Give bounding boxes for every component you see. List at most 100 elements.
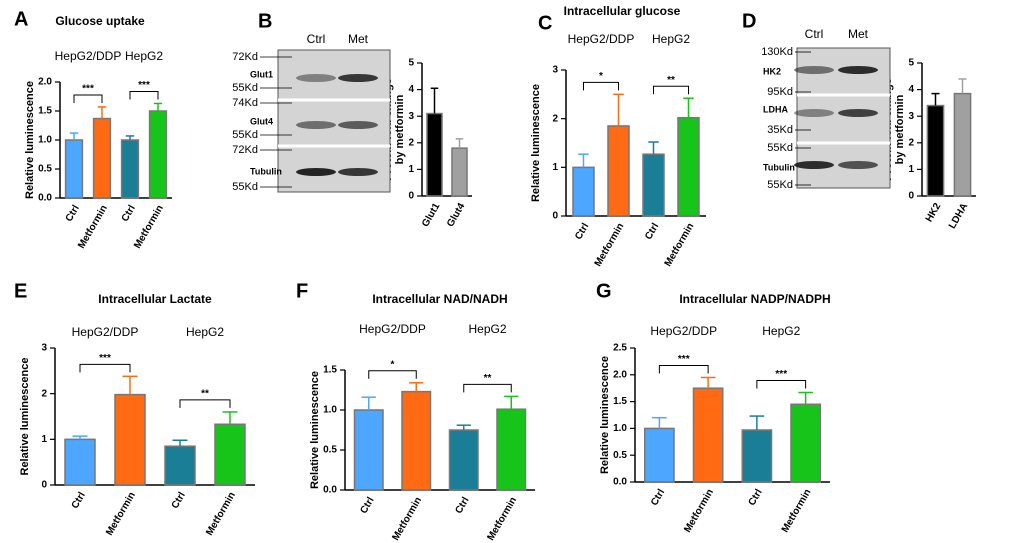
bar xyxy=(572,166,595,217)
y-tick-label: 1.0 xyxy=(38,135,52,146)
bar xyxy=(790,403,821,483)
error-bar xyxy=(652,416,667,429)
blot-band xyxy=(296,74,336,82)
error-bar xyxy=(69,132,79,140)
bar xyxy=(92,117,112,199)
error-bar xyxy=(700,376,716,389)
chart-title: Intracellular NADP/NADPH xyxy=(679,292,830,306)
group-label: HepG2/DDP xyxy=(55,49,122,63)
error-bar xyxy=(97,106,107,119)
significance-label: *** xyxy=(99,353,111,364)
y-tick-label: 1 xyxy=(908,164,914,175)
x-tick-label: Metformin xyxy=(204,490,238,537)
marker-label: 74Kd xyxy=(232,97,258,109)
y-axis-label: by metformin xyxy=(394,94,406,164)
panel-label: C xyxy=(538,12,552,34)
y-tick-label: 1.5 xyxy=(323,365,337,376)
y-tick-label: 4 xyxy=(408,84,414,95)
significance-bracket xyxy=(463,383,512,393)
bar xyxy=(741,429,773,483)
error-bar xyxy=(613,93,624,126)
y-tick-label: 2 xyxy=(908,137,914,148)
x-tick-label: Metformin xyxy=(104,490,138,537)
y-tick-label: 2.0 xyxy=(38,77,52,88)
significance-label: * xyxy=(391,359,395,370)
y-tick-label: 0 xyxy=(552,211,558,222)
significance-bracket xyxy=(179,399,231,408)
group-label: HepG2/DDP xyxy=(568,32,635,46)
x-tick-label: LDHA xyxy=(947,201,970,231)
group-label: HepG2 xyxy=(125,49,163,63)
group-label: HepG2/DDP xyxy=(650,324,717,338)
x-tick-label: Ctrl xyxy=(573,221,591,242)
blot-band xyxy=(794,66,834,74)
band-label: Tubulin xyxy=(763,162,795,172)
marker-label: 130Kd xyxy=(761,46,793,58)
panel-label: G xyxy=(596,280,612,302)
blot-band xyxy=(338,74,378,82)
y-axis-label: by metformin xyxy=(894,94,906,164)
y-tick-label: 3 xyxy=(41,343,47,354)
group-label: HepG2 xyxy=(186,325,224,339)
significance-bracket xyxy=(658,364,709,374)
blot-band xyxy=(838,66,878,74)
x-tick-label: Ctrl xyxy=(64,203,82,224)
error-bar xyxy=(931,92,940,106)
band-label: Glut1 xyxy=(250,69,273,79)
lane-label: Met xyxy=(848,27,869,41)
y-tick-label: 0.0 xyxy=(38,193,52,204)
bar xyxy=(644,427,675,483)
marker-label: 55Kd xyxy=(232,129,258,141)
x-tick-label: Metformin xyxy=(485,495,519,542)
bar xyxy=(114,393,146,486)
significance-label: ** xyxy=(484,373,492,384)
panel-label: F xyxy=(296,280,308,302)
x-tick-label: Ctrl xyxy=(120,203,138,224)
y-tick-label: 0 xyxy=(908,191,914,202)
panel-label: E xyxy=(14,280,27,302)
y-axis-label: Relative luminescence xyxy=(530,84,542,202)
blot-band xyxy=(338,121,378,129)
significance-bracket xyxy=(583,81,619,91)
blot-band xyxy=(838,161,878,169)
y-tick-label: 1 xyxy=(552,162,558,173)
blot-band xyxy=(794,109,834,117)
bar xyxy=(448,429,479,491)
lane-label: Met xyxy=(348,32,369,46)
band-label: HK2 xyxy=(763,66,781,76)
y-tick-label: 2 xyxy=(408,137,414,148)
significance-label: ** xyxy=(667,75,675,86)
y-axis-label: Relative luminescence xyxy=(599,356,611,474)
x-tick-label: Ctrl xyxy=(70,490,88,511)
x-tick-label: Ctrl xyxy=(643,221,661,242)
x-tick-label: Glut4 xyxy=(445,201,468,229)
blot-band xyxy=(838,109,878,117)
marker-label: 95Kd xyxy=(767,86,793,98)
blot-band xyxy=(296,168,336,176)
bar xyxy=(451,147,468,197)
y-tick-label: 1 xyxy=(41,434,47,445)
significance-label: *** xyxy=(775,369,787,380)
x-tick-label: Metformin xyxy=(132,203,166,250)
chart-title: Glucose uptake xyxy=(55,14,145,28)
error-bar xyxy=(683,97,694,118)
chart-title: Intracellular glucose xyxy=(564,4,681,18)
x-tick-label: Ctrl xyxy=(649,487,667,508)
y-axis-label: Relative luminescence xyxy=(19,357,31,475)
error-bar xyxy=(72,435,88,440)
x-tick-label: Metformin xyxy=(663,221,697,268)
bar xyxy=(953,92,972,197)
group-label: HepG2/DDP xyxy=(359,322,426,336)
marker-label: 55Kd xyxy=(232,181,258,193)
error-bar xyxy=(456,424,471,430)
band-label: LDHA xyxy=(763,104,788,114)
x-tick-label: Ctrl xyxy=(170,490,188,511)
x-tick-label: Metformin xyxy=(76,203,110,250)
significance-bracket xyxy=(129,90,159,100)
significance-bracket xyxy=(79,363,131,373)
x-tick-label: Metformin xyxy=(780,487,814,534)
band-label: Tubulin xyxy=(250,166,282,176)
lane-label: Ctrl xyxy=(805,27,824,41)
y-tick-label: 3 xyxy=(552,65,558,76)
y-tick-label: 5 xyxy=(908,58,914,69)
